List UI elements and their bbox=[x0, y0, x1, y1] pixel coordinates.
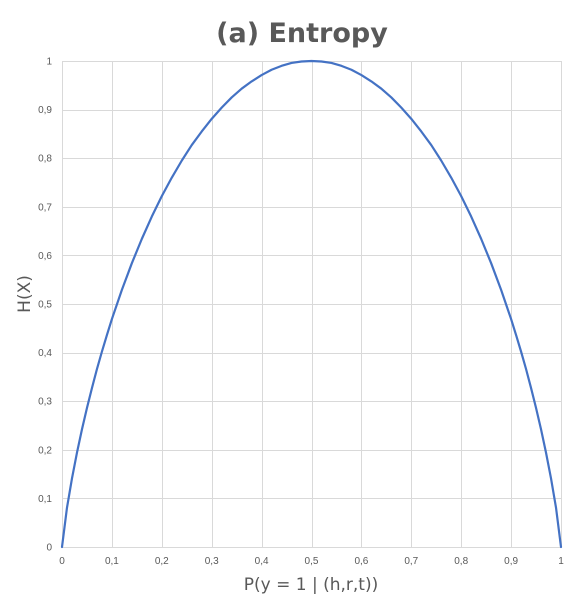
x-tick-label: 0,8 bbox=[454, 556, 468, 567]
chart-title: (a) Entropy bbox=[216, 18, 388, 49]
x-tick-label: 0 bbox=[59, 556, 65, 567]
y-tick-label: 0,6 bbox=[38, 251, 52, 262]
y-tick-label: 0,5 bbox=[38, 300, 52, 311]
x-axis-tick-labels: 0 0,1 0,2 0,3 0,4 0,5 0,6 0,7 0,8 0,9 1 bbox=[59, 556, 564, 567]
y-tick-label: 0 bbox=[46, 543, 52, 554]
y-tick-label: 0,7 bbox=[38, 202, 52, 213]
x-tick-label: 0,2 bbox=[155, 556, 169, 567]
x-tick-label: 1 bbox=[558, 556, 564, 567]
y-tick-label: 0,1 bbox=[38, 494, 52, 505]
y-tick-label: 0,4 bbox=[38, 348, 52, 359]
y-axis-title: H(X) bbox=[15, 275, 35, 313]
x-tick-label: 0,6 bbox=[354, 556, 368, 567]
y-tick-label: 0,3 bbox=[38, 397, 52, 408]
x-tick-label: 0,1 bbox=[105, 556, 119, 567]
x-tick-label: 0,7 bbox=[404, 556, 418, 567]
y-tick-label: 0,2 bbox=[38, 445, 52, 456]
x-tick-label: 0,3 bbox=[205, 556, 219, 567]
x-tick-label: 0,9 bbox=[504, 556, 518, 567]
x-tick-label: 0,5 bbox=[305, 556, 319, 567]
plot-series bbox=[60, 59, 563, 549]
y-axis-tick-labels: 0 0,1 0,2 0,3 0,4 0,5 0,6 0,7 0,8 0,9 1 bbox=[38, 57, 52, 554]
y-tick-label: 0,9 bbox=[38, 105, 52, 116]
x-tick-label: 0,4 bbox=[255, 556, 269, 567]
entropy-curve bbox=[60, 59, 563, 549]
y-tick-label: 0,8 bbox=[38, 154, 52, 165]
y-tick-label: 1 bbox=[46, 57, 52, 68]
gridlines bbox=[62, 61, 562, 548]
axes bbox=[62, 61, 561, 548]
x-axis-title: P(y = 1 | (h,r,t)) bbox=[244, 575, 378, 595]
